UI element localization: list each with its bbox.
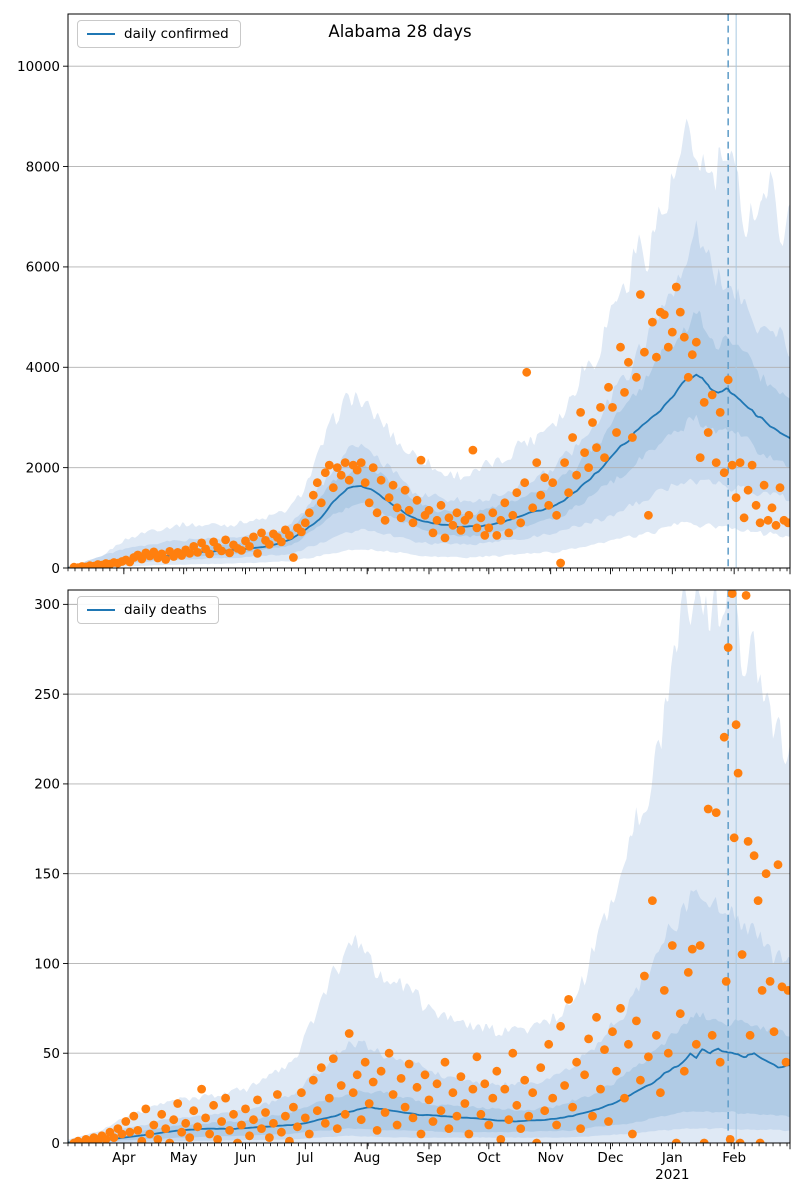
y-tick-label: 8000 — [26, 159, 60, 175]
y-tick-label: 4000 — [26, 360, 60, 376]
x-tick-label: May — [170, 1150, 198, 1166]
daily-deaths-line — [68, 1047, 790, 1143]
y-tick-label: 10000 — [17, 59, 60, 75]
y-tick-label: 0 — [51, 1136, 60, 1152]
legend-label: daily confirmed — [124, 26, 229, 42]
legend-daily-confirmed: daily confirmed — [77, 20, 241, 48]
y-tick-label: 200 — [34, 777, 60, 793]
y-tick-label: 100 — [34, 956, 60, 972]
y-tick-label: 6000 — [26, 260, 60, 276]
x-tick-label: Aug — [354, 1150, 380, 1166]
y-tick-label: 2000 — [26, 460, 60, 476]
x-tick-label: Jul — [296, 1150, 313, 1166]
x-tick-label: Feb — [722, 1150, 746, 1166]
y-tick-label: 250 — [34, 687, 60, 703]
y-tick-label: 0 — [51, 561, 60, 577]
x-tick-label: Nov — [537, 1150, 563, 1166]
y-tick-label: 50 — [43, 1046, 60, 1062]
y-tick-label: 150 — [34, 866, 60, 882]
legend-line-sample-icon — [87, 33, 115, 35]
scatter-points — [69, 282, 790, 568]
uncertainty-bands — [68, 118, 790, 568]
x-tick-label: Jun — [234, 1150, 256, 1166]
legend-line-sample-icon — [87, 609, 115, 611]
legend-daily-deaths: daily deaths — [77, 596, 219, 624]
chart-title: Alabama 28 days — [328, 22, 472, 41]
x-tick-label: Apr — [112, 1150, 136, 1166]
legend-label: daily deaths — [124, 602, 207, 618]
x-year-label: 2021 — [655, 1167, 689, 1183]
scatter-points — [69, 590, 790, 1143]
x-tick-label: Sep — [416, 1150, 441, 1166]
y-tick-label: 300 — [34, 597, 60, 613]
x-tick-label: Jan — [661, 1150, 683, 1166]
x-tick-label: Dec — [597, 1150, 623, 1166]
uncertainty-bands — [68, 590, 790, 1143]
x-tick-label: Oct — [477, 1150, 500, 1166]
